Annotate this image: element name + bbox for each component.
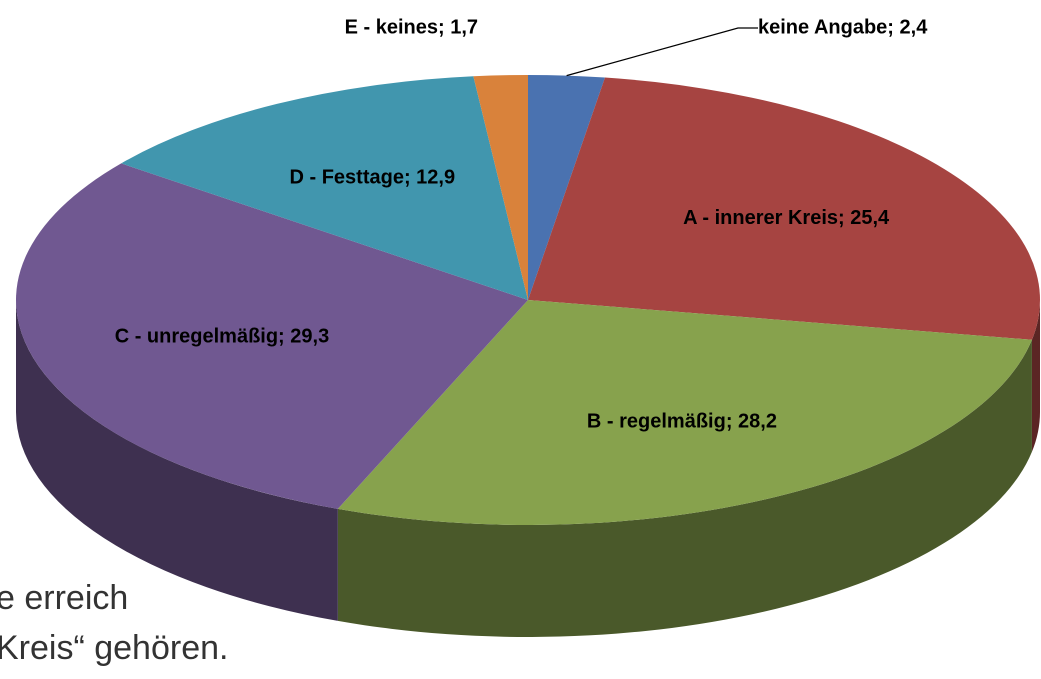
slice-side bbox=[16, 300, 338, 621]
slice bbox=[528, 77, 1040, 340]
slice bbox=[473, 75, 528, 300]
slice bbox=[528, 75, 605, 300]
slice bbox=[121, 76, 528, 301]
leader-line bbox=[566, 27, 758, 77]
slice bbox=[15, 163, 528, 509]
data-label: C - unregelmäßig; 29,3 bbox=[115, 325, 330, 347]
data-label: keine Angabe; 2,4 bbox=[758, 16, 928, 38]
data-label: A - innerer Kreis; 25,4 bbox=[683, 207, 890, 229]
slice bbox=[337, 300, 1032, 525]
data-label: E - keines; 1,7 bbox=[345, 16, 478, 38]
background-text: e erreich bbox=[0, 579, 128, 617]
data-label: D - Festtage; 12,9 bbox=[290, 167, 456, 189]
slice-side bbox=[337, 339, 1032, 637]
data-label: B - regelmäßig; 28,2 bbox=[587, 410, 777, 432]
slice-side bbox=[1031, 300, 1040, 452]
background-text: Kreis“ gehören. bbox=[0, 629, 228, 667]
